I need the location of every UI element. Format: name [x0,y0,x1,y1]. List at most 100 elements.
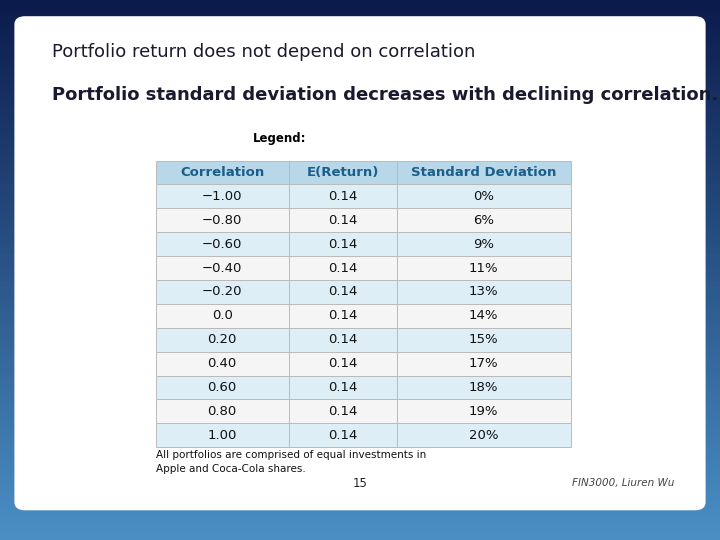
Text: 0.0: 0.0 [212,309,233,322]
Bar [0,97,720,103]
Bar [156,328,289,352]
Bar [0,394,720,400]
Bar [0,427,720,432]
Bar [0,275,720,281]
Bar [0,265,720,270]
Text: 0.14: 0.14 [328,190,357,203]
Bar [0,65,720,70]
Bar [0,383,720,389]
Bar [0,475,720,481]
Text: 20%: 20% [469,429,498,442]
Bar [289,375,397,400]
Bar [0,302,720,308]
Bar [0,389,720,394]
Bar [0,157,720,162]
Bar [0,313,720,319]
Bar [0,470,720,475]
Bar [0,373,720,378]
Bar [0,335,720,340]
Text: −0.20: −0.20 [202,286,243,299]
Text: 0.14: 0.14 [328,405,357,418]
Bar [289,280,397,304]
Bar [0,292,720,297]
Text: 18%: 18% [469,381,498,394]
Text: Portfolio standard deviation decreases with declining correlation.: Portfolio standard deviation decreases w… [52,86,719,104]
Bar [0,113,720,119]
Bar [397,184,571,208]
Bar [397,256,571,280]
Bar [0,513,720,518]
Bar [0,329,720,335]
Text: −1.00: −1.00 [202,190,243,203]
Bar [0,135,720,140]
Bar [156,232,289,256]
Bar [0,5,720,11]
Bar [0,22,720,27]
Bar [397,375,571,400]
Bar [156,160,289,184]
Bar [0,130,720,135]
Bar [0,211,720,216]
Bar [0,410,720,416]
FancyBboxPatch shape [14,16,706,510]
Text: 0.14: 0.14 [328,357,357,370]
Text: 0.20: 0.20 [207,333,237,346]
Text: 0.14: 0.14 [328,261,357,274]
Bar [397,208,571,232]
Bar [0,103,720,108]
Bar [156,352,289,375]
Bar [0,140,720,146]
Text: 0.60: 0.60 [207,381,237,394]
Bar [289,184,397,208]
Bar [0,216,720,221]
Bar [156,375,289,400]
Bar [0,416,720,421]
Bar [0,459,720,464]
Bar [0,319,720,324]
Bar [0,346,720,351]
Bar [0,59,720,65]
Bar [156,423,289,447]
Bar [397,328,571,352]
Bar [0,421,720,427]
Text: 0%: 0% [473,190,494,203]
Text: 15: 15 [353,477,367,490]
Text: 0.14: 0.14 [328,309,357,322]
Bar [289,232,397,256]
Text: Standard Deviation: Standard Deviation [411,166,557,179]
Text: 0.14: 0.14 [328,333,357,346]
Bar [0,81,720,86]
Bar [0,16,720,22]
Text: 0.14: 0.14 [328,238,357,251]
Bar [0,146,720,151]
Text: FIN3000, Liuren Wu: FIN3000, Liuren Wu [572,478,675,488]
Bar [0,324,720,329]
Bar [0,270,720,275]
Bar [0,189,720,194]
Text: −0.40: −0.40 [202,261,243,274]
Bar [0,308,720,313]
Bar [0,529,720,535]
Text: 11%: 11% [469,261,498,274]
Bar [0,0,720,5]
Text: 0.14: 0.14 [328,214,357,227]
Bar [0,124,720,130]
Bar [156,280,289,304]
Bar [156,256,289,280]
Text: 17%: 17% [469,357,498,370]
Bar [0,367,720,373]
Bar [0,340,720,346]
Bar [0,194,720,200]
Bar [0,297,720,302]
Bar [0,508,720,513]
Text: 19%: 19% [469,405,498,418]
Bar [0,227,720,232]
Text: 0.40: 0.40 [207,357,237,370]
Text: Portfolio return does not depend on correlation: Portfolio return does not depend on corr… [52,43,475,62]
Bar [0,356,720,362]
Bar [0,286,720,292]
Bar [0,49,720,54]
Text: 14%: 14% [469,309,498,322]
Bar [397,304,571,328]
Bar [0,232,720,238]
